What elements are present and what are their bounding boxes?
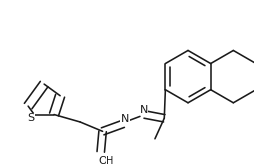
Text: O: O xyxy=(98,156,107,165)
Text: N: N xyxy=(121,114,129,124)
Text: N: N xyxy=(140,105,148,115)
Text: S: S xyxy=(27,113,34,123)
Text: H: H xyxy=(107,156,114,165)
